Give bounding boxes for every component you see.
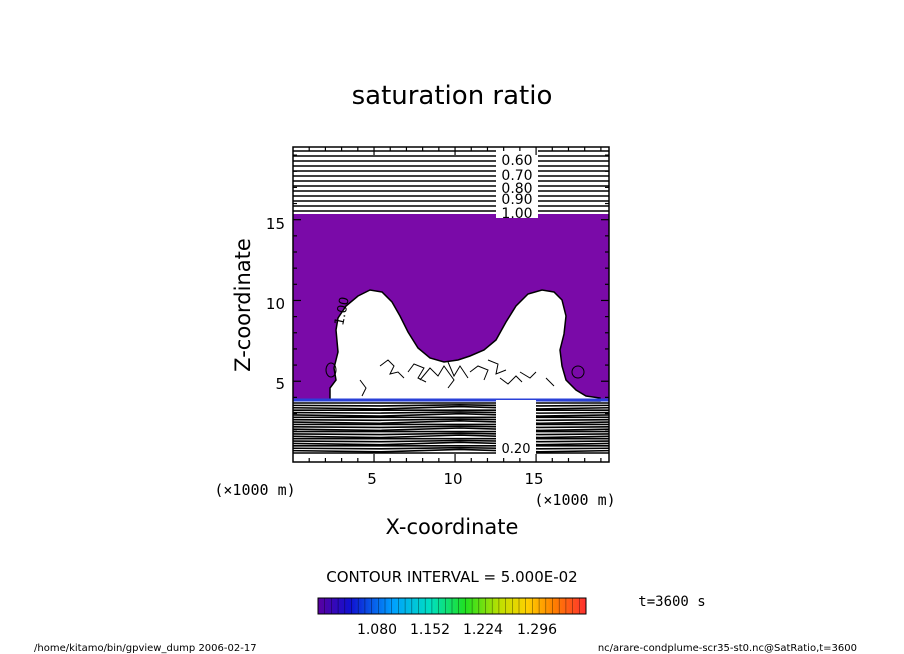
contour-line bbox=[292, 434, 610, 439]
contour-label-0.60: 0.60 bbox=[501, 153, 532, 169]
colorbar-label-1.224: 1.224 bbox=[463, 622, 503, 638]
y-tick-label-15: 15 bbox=[266, 215, 285, 233]
contour-line bbox=[292, 412, 610, 417]
contour-line bbox=[292, 441, 610, 446]
x-tick-label-10: 10 bbox=[443, 470, 462, 488]
y-axis-title: Z-coordinate bbox=[231, 238, 255, 372]
x-tick-label-15: 15 bbox=[524, 470, 543, 488]
contour-line bbox=[292, 411, 610, 414]
plume-region bbox=[329, 289, 601, 402]
contour-line bbox=[292, 418, 610, 422]
footer-left: /home/kitamo/bin/gpview_dump 2006-02-17 bbox=[34, 643, 257, 654]
time-label: t=3600 s bbox=[638, 594, 705, 610]
contour-line bbox=[292, 432, 610, 436]
colorbar-label-1.296: 1.296 bbox=[517, 622, 557, 638]
colorbar-label-1.080: 1.080 bbox=[357, 622, 397, 638]
contour-label-0.20: 0.20 bbox=[502, 442, 531, 457]
contour-line bbox=[292, 425, 610, 429]
contour-line bbox=[292, 405, 610, 410]
y-tick-label-10: 10 bbox=[266, 295, 285, 313]
x-unit-label: (×1000 m) bbox=[534, 491, 615, 509]
contour-line bbox=[292, 427, 610, 432]
lower-contour-labels: 0.20 bbox=[496, 400, 536, 457]
plume-detail bbox=[325, 359, 585, 397]
colorbar-frame bbox=[317, 597, 587, 615]
plot-area: 0.60 0.70 0.80 0.90 1.00 0.20 1.00 bbox=[292, 146, 610, 463]
plume-contour-label: 1.00 bbox=[332, 296, 353, 327]
contour-line bbox=[292, 448, 610, 453]
contour-label-0.90: 0.90 bbox=[501, 192, 532, 208]
footer-right: nc/arare-condplume-scr35-st0.nc@SatRatio… bbox=[598, 643, 857, 654]
colorbar-label-1.152: 1.152 bbox=[410, 622, 450, 638]
x-axis-title: X-coordinate bbox=[386, 515, 519, 539]
contour-label-0.70: 0.70 bbox=[501, 168, 532, 184]
y-tick-label-5: 5 bbox=[275, 375, 285, 393]
colorbar: 1.080 1.152 1.224 1.296 bbox=[317, 597, 587, 638]
contour-line bbox=[292, 420, 610, 425]
chart-title: saturation ratio bbox=[352, 81, 553, 111]
contour-line bbox=[292, 403, 610, 407]
plot-frame bbox=[292, 146, 610, 463]
y-ticks bbox=[293, 154, 609, 447]
z-unit-label: (×1000 m) bbox=[214, 481, 295, 499]
x-tick-label-5: 5 bbox=[367, 470, 377, 488]
contour-line bbox=[292, 446, 610, 450]
contour-label-1.00: 1.00 bbox=[501, 206, 532, 222]
upper-contour-lines bbox=[293, 150, 609, 212]
contour-line bbox=[292, 439, 610, 443]
upper-contour-labels: 0.60 0.70 0.80 0.90 1.00 bbox=[496, 150, 538, 222]
lower-contour-lines bbox=[292, 402, 610, 454]
x-ticks bbox=[308, 147, 602, 462]
contour-label-0.80: 0.80 bbox=[501, 181, 532, 197]
colorbar-ticks bbox=[324, 598, 580, 614]
contour-interval: CONTOUR INTERVAL = 5.000E-02 bbox=[326, 568, 577, 586]
